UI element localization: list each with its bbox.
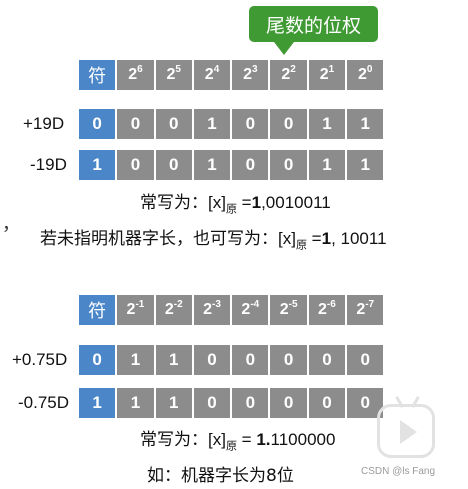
sign-bit-header: 符 [79,295,116,325]
frac-weight-5: 2 -5 [270,295,307,325]
fraction-weight-header: 符 2 -1 2 -2 2 -3 2 -4 2 -5 2 -6 2 -7 [79,295,384,325]
fraction-note-wordsize: 如：机器字长为8位 [147,466,294,486]
frac-weight-2: 2 -2 [155,295,192,325]
frac-bit-6: 0 [308,388,346,418]
frac-weight-6: 2 -6 [308,295,346,325]
int-bit-6: 1 [308,109,346,139]
row-label-minus075: -0.75D [18,393,70,412]
frac-bit-7: 0 [347,345,384,375]
stray-comma: ， [2,214,20,235]
note-prefix: 若未指明机器字长，也可写为： [40,229,278,249]
int-bit-5: 0 [270,150,307,180]
sign-bit-cell: 1 [79,388,116,418]
int-bit-1: 0 [117,109,154,139]
frac-bit-2: 1 [155,345,192,375]
weight-callout: 尾数的位权 [249,6,378,42]
frac-bit-1: 1 [117,388,154,418]
note-x: [x] [278,229,296,248]
note-bold: 1 [251,193,262,212]
sign-bit-cell: 0 [79,345,116,375]
frac-bit-5: 0 [270,345,307,375]
play-icon [400,420,417,444]
integer-note-alt: 若未指明机器字长，也可写为：[x]原 =1, 10011 [40,224,387,252]
frac-bit-6: 0 [308,345,346,375]
int-bit-7: 1 [347,109,384,139]
frac-bit-4: 0 [232,345,269,375]
frac-bit-2: 1 [155,388,192,418]
int-bit-7: 1 [347,150,384,180]
frac-weight-7: 2 -7 [347,295,384,325]
callout-label: 尾数的位权 [265,14,361,37]
logo-ear-left [395,396,404,408]
note-bold: 1. [256,430,271,449]
row-label-plus075: +0.75D [12,350,68,369]
note-bold: 1 [321,229,332,248]
integer-note-common: 常写为：[x]原 =1,0010011 [140,188,331,216]
note-rest: 1100000 [270,430,336,449]
note-sub: 原 [295,238,307,252]
sign-bit-cell: 0 [79,109,116,139]
sign-bit-header: 符 [79,60,116,90]
frac-bit-4: 0 [232,388,269,418]
int-bit-4: 0 [232,109,269,139]
fraction-note-common: 常写为：[x]原 = 1.1100000 [140,425,335,453]
callout-pointer [274,42,294,55]
int-bit-3: 1 [193,109,231,139]
row-label-minus19: -19D [30,155,67,174]
int-bit-3: 1 [193,150,231,180]
frac-weight-3: 2 -3 [193,295,231,325]
int-bit-1: 0 [117,150,154,180]
frac-bit-3: 0 [193,345,231,375]
int-bit-6: 1 [308,150,346,180]
note-x: [x] [208,430,226,449]
int-bit-5: 0 [270,109,307,139]
note-sub: 原 [225,439,237,453]
note-rest: ,0010011 [261,193,331,212]
sign-bit-cell: 1 [79,150,116,180]
note-prefix: 常写为： [140,193,208,213]
note-sub: 原 [225,202,237,216]
int-bit-4: 0 [232,150,269,180]
note-eq: = [236,193,252,212]
frac-weight-4: 2 -4 [232,295,269,325]
row-label-plus19: +19D [23,114,65,133]
note-eq: = [236,430,257,449]
note-x: [x] [208,193,226,212]
note-rest: , 10011 [331,229,387,248]
frac-weight-1: 2 -1 [117,295,154,325]
note-eq: = [306,229,322,248]
csdn-watermark: CSDN @ls Fang [361,466,436,477]
frac-bit-5: 0 [270,388,307,418]
note-prefix: 常写为： [140,430,208,450]
frac-bit-1: 1 [117,345,154,375]
int-bit-2: 0 [155,150,192,180]
frac-bit-3: 0 [193,388,231,418]
logo-ear-right [411,396,420,408]
bilibili-watermark-icon [377,396,435,458]
int-bit-2: 0 [155,109,192,139]
frac-bit-7: 0 [347,388,384,418]
